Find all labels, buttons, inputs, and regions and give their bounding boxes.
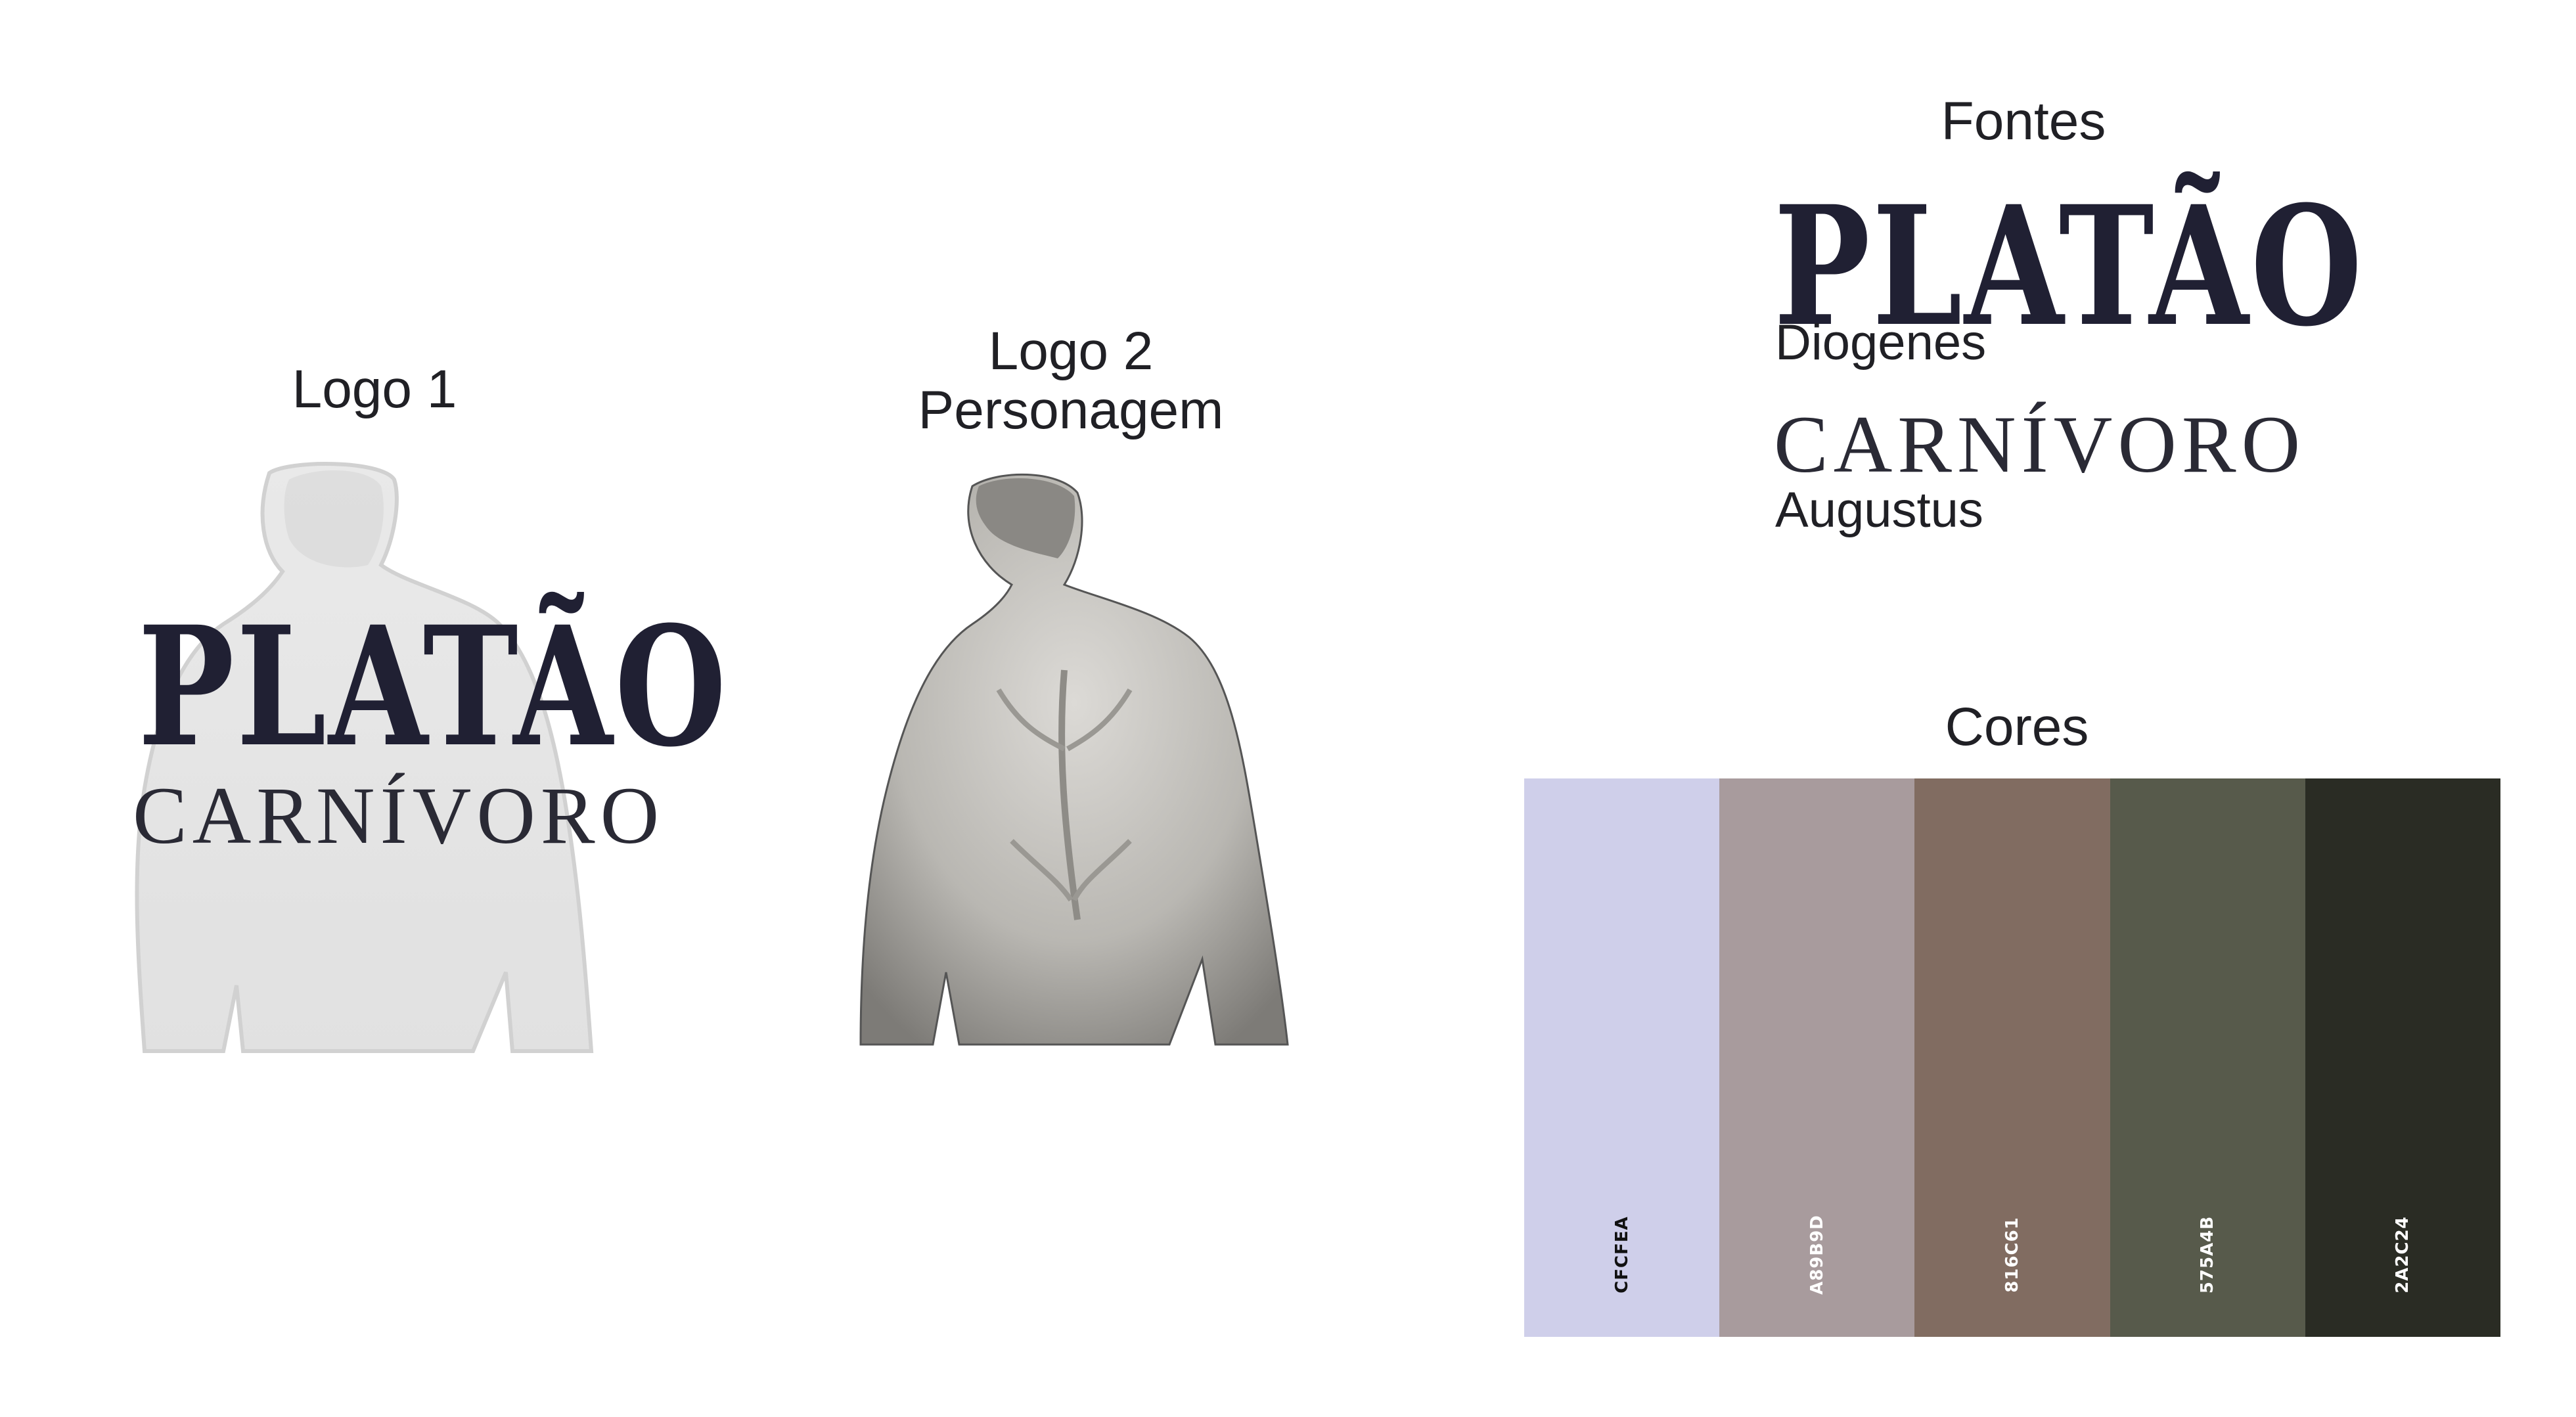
color-swatch: CFCFEA [1524, 778, 1720, 1337]
logo2-title-line1: Logo 2 [988, 321, 1154, 381]
color-code: A89B9D [1807, 1215, 1827, 1295]
display-font-name: Diogenes [1775, 315, 1987, 371]
color-swatch: 2A2C24 [2305, 778, 2501, 1337]
color-swatch: A89B9D [1719, 778, 1915, 1337]
color-code: CFCFEA [1612, 1216, 1632, 1293]
statue-image [847, 473, 1314, 1051]
logo1-wordmark: PLATÃO [138, 590, 729, 783]
logo2-title-line2: Personagem [918, 380, 1224, 441]
color-palette: CFCFEA A89B9D 816C61 575A4B 2A2C24 [1524, 778, 2501, 1337]
fonts-title: Fontes [1941, 91, 2106, 151]
color-swatch: 575A4B [2110, 778, 2305, 1337]
color-code: 2A2C24 [2393, 1216, 2413, 1293]
logo2-title: Logo 2 Personagem [907, 321, 1235, 441]
logo1-composition: PLATÃO CARNÍVORO [105, 460, 727, 1064]
color-swatch: 816C61 [1914, 778, 2110, 1337]
colors-title: Cores [1945, 697, 2089, 757]
statue-silhouette-faded [135, 462, 594, 1053]
logo1-tagline: CARNÍVORO [133, 771, 665, 861]
color-code: 575A4B [2198, 1215, 2218, 1294]
display-font-sample: PLATÃO [1774, 169, 2364, 363]
logo1-title: Logo 1 [292, 359, 457, 419]
color-code: 816C61 [2002, 1217, 2022, 1293]
text-font-sample: CARNÍVORO [1774, 399, 2306, 489]
text-font-name: Augustus [1775, 482, 1983, 538]
